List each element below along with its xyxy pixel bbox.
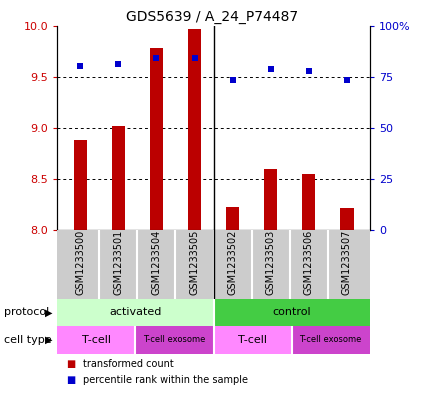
Text: GSM1233505: GSM1233505 [190, 230, 199, 295]
Text: GSM1233507: GSM1233507 [342, 230, 352, 295]
Point [306, 67, 312, 73]
Text: ■: ■ [66, 358, 75, 369]
Bar [57, 299, 213, 326]
Text: transformed count: transformed count [83, 358, 174, 369]
Text: GSM1233506: GSM1233506 [304, 230, 314, 295]
Bar [213, 326, 292, 354]
Text: control: control [272, 307, 311, 318]
Text: T-cell: T-cell [238, 335, 267, 345]
Text: ▶: ▶ [45, 307, 53, 318]
Bar [74, 140, 87, 230]
Point [267, 66, 274, 73]
Bar [136, 326, 213, 354]
Bar [340, 208, 354, 230]
Text: GSM1233501: GSM1233501 [113, 230, 123, 295]
Text: percentile rank within the sample: percentile rank within the sample [83, 375, 248, 385]
Bar [302, 174, 315, 230]
Text: GSM1233504: GSM1233504 [151, 230, 162, 295]
Text: GSM1233500: GSM1233500 [75, 230, 85, 295]
Text: ■: ■ [66, 375, 75, 385]
Point [77, 63, 84, 70]
Text: GDS5639 / A_24_P74487: GDS5639 / A_24_P74487 [127, 10, 298, 24]
Text: T-cell exosome: T-cell exosome [300, 336, 362, 344]
Text: T-cell: T-cell [82, 335, 111, 345]
Bar [112, 126, 125, 230]
Bar [213, 299, 370, 326]
Point [115, 61, 122, 68]
Point [153, 55, 160, 61]
Bar [226, 208, 239, 230]
Bar [188, 29, 201, 230]
Text: GSM1233502: GSM1233502 [228, 230, 238, 295]
Point [229, 77, 236, 83]
Bar [57, 326, 136, 354]
Bar [150, 48, 163, 230]
Bar [292, 326, 370, 354]
Text: GSM1233503: GSM1233503 [266, 230, 276, 295]
Bar [264, 169, 278, 230]
Text: activated: activated [109, 307, 162, 318]
Text: cell type: cell type [4, 335, 52, 345]
Text: T-cell exosome: T-cell exosome [143, 336, 206, 344]
Text: ▶: ▶ [45, 335, 53, 345]
Point [191, 55, 198, 61]
Text: protocol: protocol [4, 307, 49, 318]
Point [343, 77, 350, 83]
